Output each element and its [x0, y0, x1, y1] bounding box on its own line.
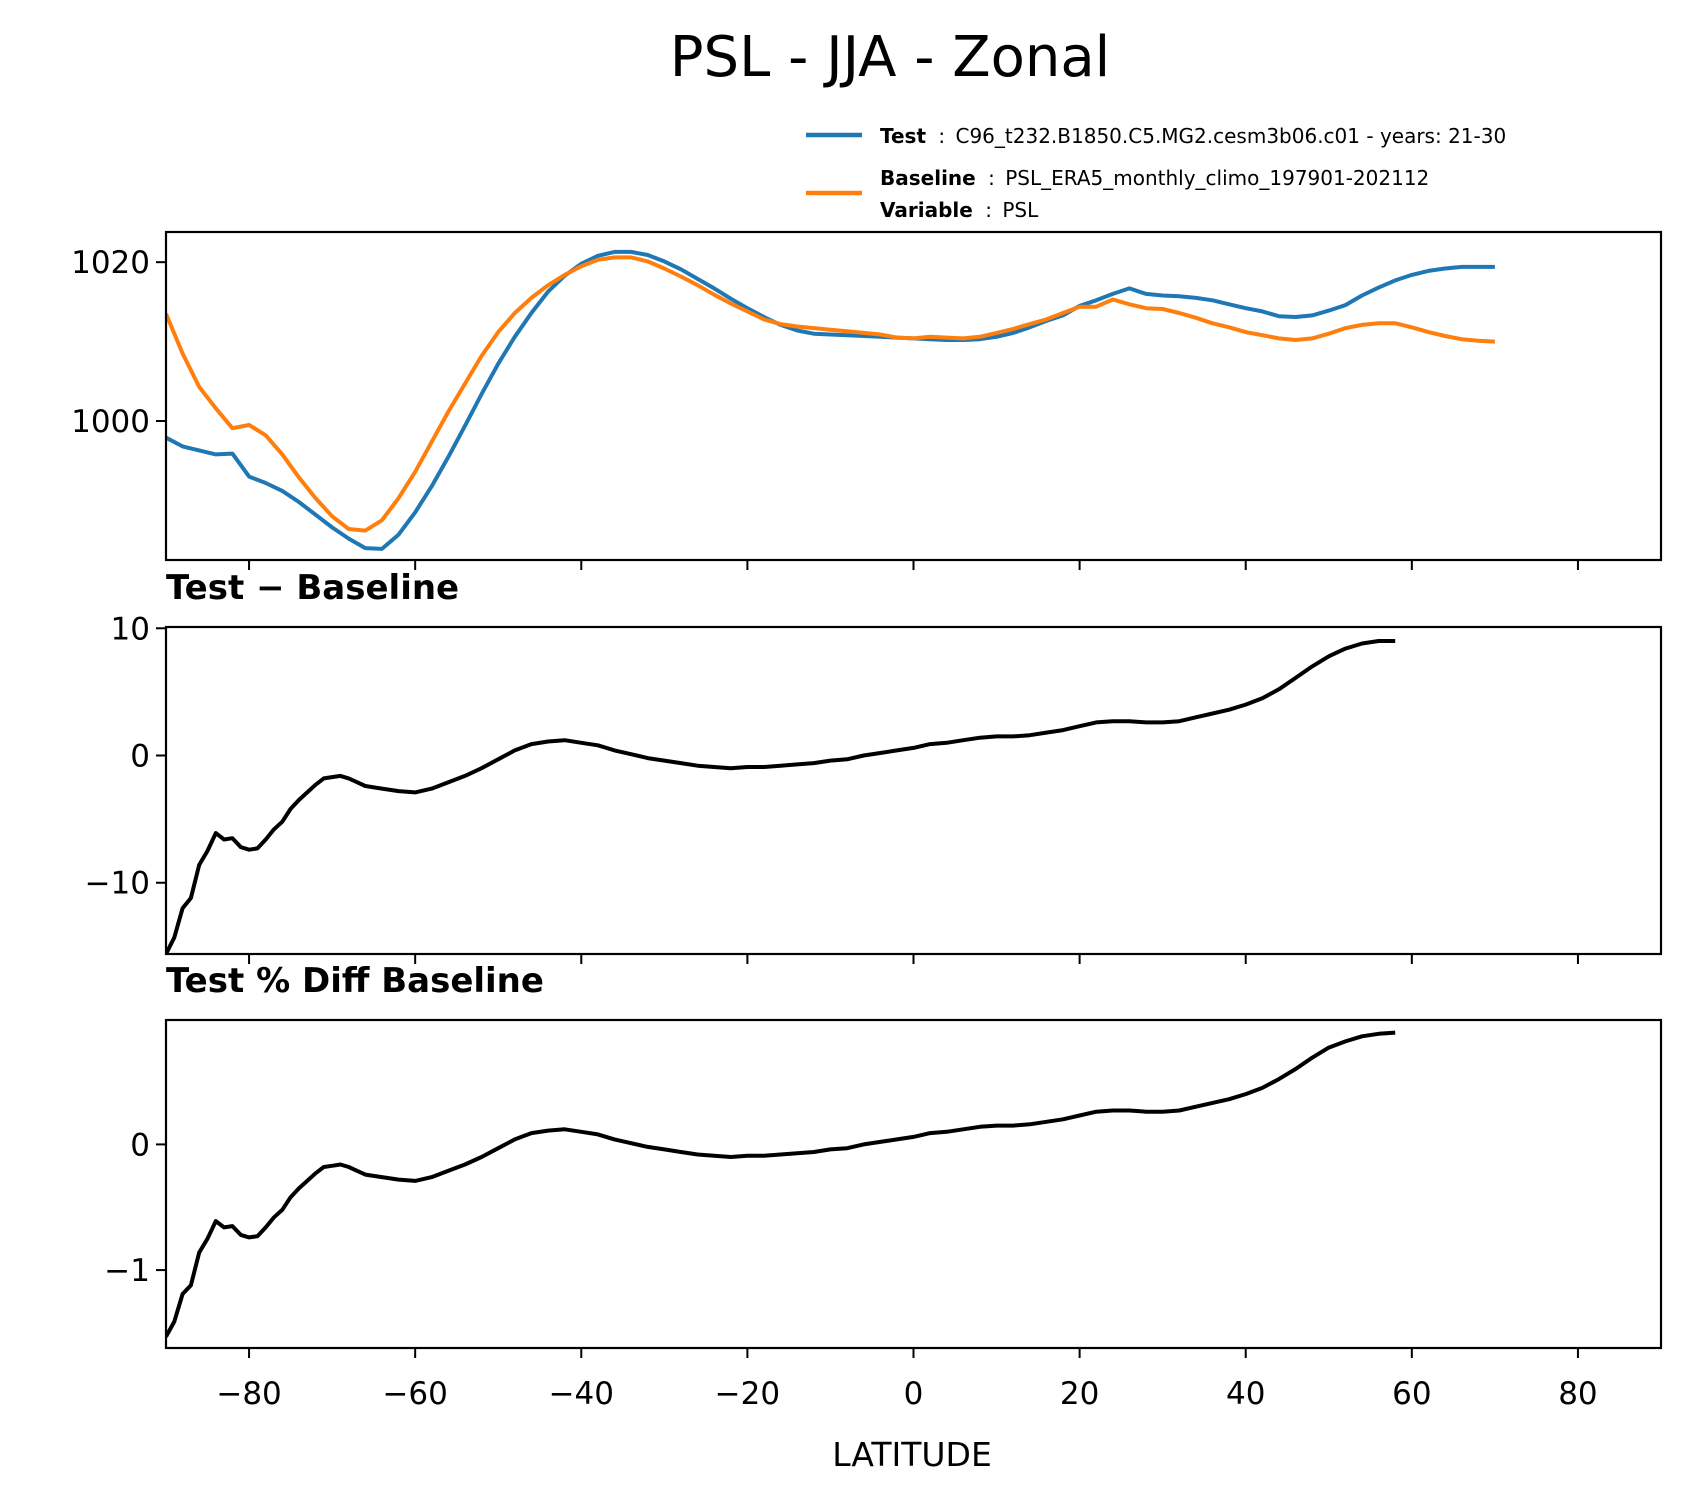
- x-tick-label: 80: [1558, 1376, 1597, 1412]
- panel-title-percent-difference: Test % Diff Baseline: [166, 961, 544, 1001]
- legend-baseline-text: PSL_ERA5_monthly_climo_197901-202112: [1005, 166, 1429, 190]
- legend-variable-text: PSL: [1002, 198, 1039, 222]
- x-tick-label: 0: [904, 1376, 924, 1412]
- panel-difference: −10 0 10: [85, 611, 1663, 964]
- legend-baseline-name: Baseline: [880, 166, 976, 190]
- panel-zonal-mean: 1000 1020: [71, 230, 1663, 570]
- legend-variable-name: Variable: [880, 198, 973, 222]
- y-tick-label: 1020: [71, 245, 150, 281]
- x-tick-label: −60: [382, 1376, 447, 1412]
- panel-percent-difference: −1 0: [104, 1018, 1663, 1358]
- legend-entry-baseline: Baseline : PSL_ERA5_monthly_climo_197901…: [880, 166, 1429, 190]
- legend-baseline-sep: :: [988, 166, 995, 190]
- x-tick-label: 40: [1226, 1376, 1265, 1412]
- panel-title-difference: Test − Baseline: [166, 568, 459, 608]
- x-tick-labels: −80 −60 −40 −20 0 20 40 60 80: [216, 1376, 1597, 1412]
- y-tick-label: 0: [130, 1127, 150, 1163]
- legend-test-text: C96_t232.B1850.C5.MG2.cesm3b06.c01 - yea…: [955, 124, 1506, 148]
- legend-entry-test: Test : C96_t232.B1850.C5.MG2.cesm3b06.c0…: [880, 124, 1506, 148]
- y-tick-label: 0: [130, 739, 150, 775]
- x-tick-label: −20: [715, 1376, 780, 1412]
- x-axis-label: LATITUDE: [832, 1435, 992, 1474]
- x-tick-label: 60: [1392, 1376, 1431, 1412]
- series-line-panel1: [166, 639, 1396, 954]
- legend-test-sep: :: [938, 124, 945, 148]
- legend-variable-sep: :: [985, 198, 992, 222]
- legend: Test : C96_t232.B1850.C5.MG2.cesm3b06.c0…: [806, 124, 1506, 222]
- series-line-panel2: [166, 1030, 1396, 1338]
- y-tick-label: 1000: [71, 404, 150, 440]
- figure-title: PSL - JJA - Zonal: [670, 25, 1110, 90]
- series-line-baseline: [166, 255, 1495, 533]
- x-tick-label: 20: [1060, 1376, 1099, 1412]
- x-tick-label: −80: [216, 1376, 281, 1412]
- legend-entry-variable: Variable : PSL: [880, 198, 1039, 222]
- y-tick-label: −10: [85, 866, 150, 902]
- y-tick-label: 10: [111, 611, 150, 647]
- x-tick-label: −40: [549, 1376, 614, 1412]
- series-line-test: [166, 249, 1495, 551]
- y-tick-label: −1: [104, 1253, 150, 1289]
- legend-test-name: Test: [880, 124, 926, 148]
